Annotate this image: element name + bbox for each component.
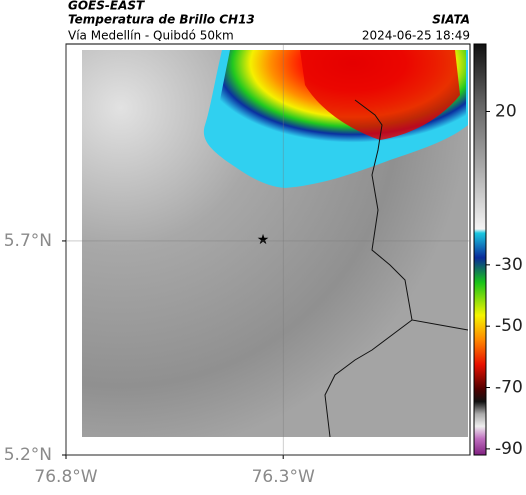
colorbar-tick-label: -30 (495, 255, 523, 275)
x-tick-label: 76.8°W (34, 467, 97, 487)
subtitle: Vía Medellín - Quibdó 50km (68, 29, 234, 43)
y-tick-label: 5.7°N (4, 231, 52, 251)
x-tick-label: 76.3°W (252, 467, 315, 487)
colorbar (473, 43, 487, 456)
colorbar-tick-label: -50 (495, 316, 523, 336)
colorbar-tick-label: -90 (495, 439, 523, 459)
location-marker: ★ (257, 232, 270, 248)
cloud-core (300, 50, 460, 140)
borders (324, 99, 469, 438)
header: GOES-EAST Temperatura de Brillo CH13 Vía… (68, 0, 470, 43)
map-image: ★ (66, 44, 470, 455)
colorbar-tick-label: -70 (495, 378, 523, 398)
header-line: GOES-EAST (68, 0, 145, 13)
title: Temperatura de Brillo CH13 (68, 13, 255, 27)
colorbar-tick-label: 20 (495, 101, 517, 121)
timestamp: 2024-06-25 18:49 (362, 29, 470, 43)
source: SIATA (432, 13, 470, 27)
y-tick-label: 5.2°N (4, 445, 52, 465)
